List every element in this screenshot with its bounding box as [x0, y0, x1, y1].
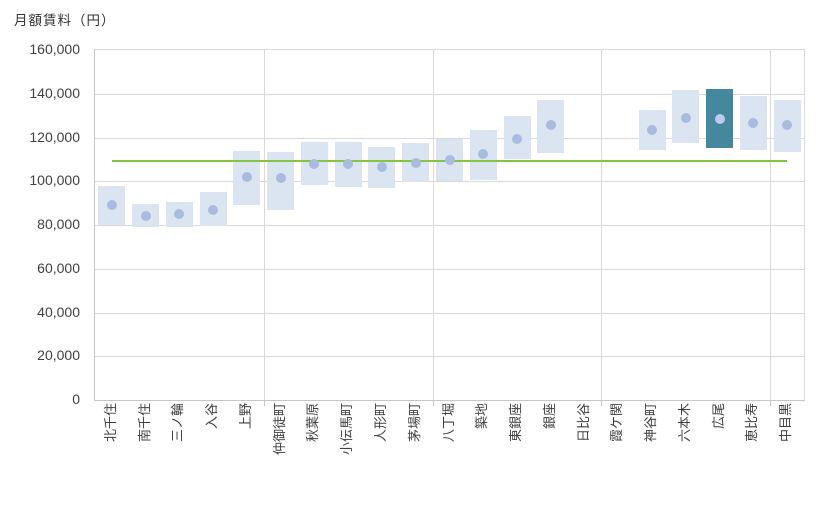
gridline-horizontal: [95, 137, 804, 139]
gridline-vertical: [601, 50, 603, 400]
gridline-horizontal: [95, 268, 804, 270]
gridline-horizontal: [95, 181, 804, 183]
mean-dot: [241, 171, 252, 182]
mean-dot: [782, 120, 793, 131]
mean-dot: [478, 148, 489, 159]
y-tick-label: 80,000: [37, 216, 80, 232]
plot-area: [94, 49, 805, 406]
x-category-label: 中目黒: [746, 403, 820, 483]
y-tick-label: 160,000: [29, 41, 80, 57]
y-tick-label: 120,000: [29, 128, 80, 145]
mean-dot: [410, 157, 421, 168]
mean-dot: [647, 124, 658, 135]
y-tick-label: 0: [72, 391, 80, 407]
mean-dot: [512, 133, 523, 144]
x-axis-tick: [601, 401, 603, 406]
mean-dot: [714, 113, 725, 124]
x-axis-tick: [263, 401, 265, 406]
gridline-vertical: [263, 50, 265, 400]
y-tick-label: 140,000: [29, 84, 80, 101]
mean-dot: [208, 204, 219, 215]
x-axis-tick: [770, 401, 772, 406]
y-tick-label: 60,000: [37, 259, 80, 276]
mean-dot: [545, 120, 556, 131]
gridline-horizontal: [95, 225, 804, 226]
mean-dot: [275, 172, 286, 183]
gridline-horizontal: [95, 312, 804, 314]
mean-dot: [444, 155, 455, 166]
mean-dot: [140, 211, 151, 222]
y-tick-label: 100,000: [29, 172, 80, 189]
mean-dot: [680, 112, 691, 123]
mean-dot: [174, 209, 185, 220]
mean-dot: [376, 162, 387, 173]
x-category-label-text: 中目黒: [778, 403, 794, 443]
gridline-vertical: [770, 50, 772, 400]
x-axis-tick: [432, 401, 434, 406]
y-tick-label: 40,000: [37, 303, 80, 320]
mean-dot: [106, 200, 117, 211]
chart-title: 月額賃料（円）: [14, 13, 116, 28]
y-tick-label: 20,000: [37, 347, 80, 364]
gridline-horizontal: [95, 356, 804, 358]
gridline-horizontal: [95, 93, 804, 95]
mean-dot: [748, 118, 759, 129]
gridline-vertical: [432, 50, 434, 400]
mean-dot: [309, 158, 320, 169]
mean-dot: [343, 158, 354, 169]
